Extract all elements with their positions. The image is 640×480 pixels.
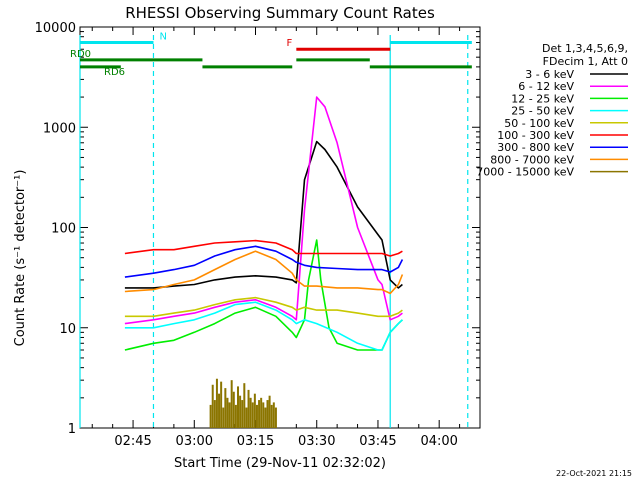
- flag-label-f: F: [287, 38, 293, 49]
- y-tick-label: 1: [68, 422, 76, 437]
- legend-header-line-1: Det 1,3,4,5,6,9,: [542, 42, 628, 55]
- y-axis-label: Count Rate (s⁻¹ detector⁻¹): [13, 170, 28, 347]
- legend-label-6-12-kev: 6 - 12 keV: [518, 80, 574, 93]
- generation-timestamp: 22-Oct-2021 21:15: [556, 469, 632, 478]
- plot-frame: [79, 26, 481, 429]
- legend-label-25-50-kev: 25 - 50 keV: [511, 105, 574, 118]
- x-tick-label: 03:30: [298, 434, 335, 449]
- x-tick-label: 03:00: [176, 434, 213, 449]
- flag-label-rd6: RD6: [104, 67, 125, 78]
- series-line-100-300-kev: [124, 239, 403, 257]
- plot-area: 1 10 100 1000 10000 02:45 03:00 03:15 03:30 03:45…: [35, 21, 481, 449]
- x-tick-label: 03:15: [237, 434, 274, 449]
- y-tick-label: 100: [51, 222, 76, 237]
- chart-title: RHESSI Observing Summary Count Rates: [125, 4, 435, 22]
- legend-label-3-6-kev: 3 - 6 keV: [525, 68, 574, 81]
- flag-label-rd0: RD0: [70, 49, 91, 60]
- legend-label-800-7000-kev: 800 - 7000 keV: [490, 153, 574, 166]
- x-tick-label: 02:45: [114, 434, 151, 449]
- y-tick-label: 10: [59, 322, 76, 337]
- series-line-800-7000-kev: [124, 250, 404, 295]
- legend-label-100-300-kev: 100 - 300 keV: [497, 129, 574, 142]
- x-tick-label: 04:00: [420, 434, 457, 449]
- legend-label-7000-15000-kev: 7000 - 15000 keV: [476, 166, 574, 179]
- legend-label-12-25-kev: 12 - 25 keV: [511, 92, 574, 105]
- x-tick-label: 03:45: [359, 434, 396, 449]
- legend-header-line-2: FDecim 1, Att 0: [543, 55, 628, 68]
- legend: Det 1,3,4,5,6,9, FDecim 1, Att 0 3 - 6 k…: [476, 42, 628, 179]
- series-line-3-6-kev: [124, 140, 403, 289]
- flag-label-n: N: [159, 32, 166, 43]
- series-line-300-800-kev: [124, 245, 404, 278]
- legend-label-50-100-kev: 50 - 100 keV: [504, 117, 574, 130]
- series-line-50-100-kev: [124, 296, 403, 318]
- y-tick-label: 10000: [35, 21, 76, 36]
- series-line-25-50-kev: [124, 301, 403, 351]
- x-axis-label: Start Time (29-Nov-11 02:32:02): [174, 456, 386, 471]
- y-tick-label: 1000: [43, 121, 76, 136]
- series-line-6-12-kev: [124, 96, 403, 325]
- series-line-12-25-kev: [124, 239, 403, 351]
- legend-label-300-800-kev: 300 - 800 keV: [497, 141, 574, 154]
